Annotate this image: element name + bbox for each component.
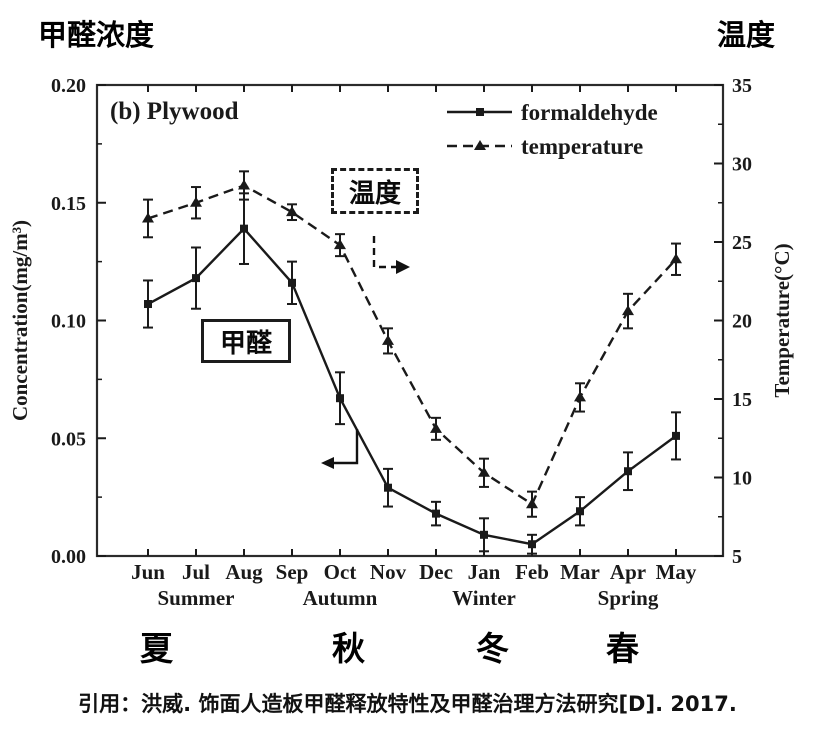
month-label: Oct — [324, 560, 357, 584]
month-label: Mar — [560, 560, 600, 584]
triangle-marker — [382, 334, 394, 345]
month-label: Nov — [370, 560, 407, 584]
temperature-arrow — [372, 236, 396, 269]
square-marker — [192, 274, 200, 283]
season-label-winter-cn: 冬 — [476, 629, 509, 668]
plot-title: (b) Plywood — [110, 98, 239, 125]
month-label: Jan — [468, 560, 501, 584]
right-axis-chinese-label: 温度 — [716, 18, 775, 52]
formaldehyde-arrow — [334, 429, 359, 465]
square-marker — [384, 483, 392, 492]
legend: formaldehyde temperature — [447, 100, 658, 159]
right-tick-label: 25 — [732, 232, 752, 254]
month-label: May — [656, 560, 697, 584]
triangle-marker — [142, 212, 154, 223]
formaldehyde-arrowhead — [321, 457, 334, 469]
right-tick-label: 15 — [732, 389, 752, 411]
right-axis-title: Temperature(°C) — [770, 243, 794, 397]
triangle-marker — [334, 239, 346, 250]
triangle-marker — [670, 253, 682, 264]
formaldehyde-line — [147, 226, 677, 546]
square-marker — [240, 224, 248, 233]
square-marker — [144, 300, 152, 309]
triangle-marker — [478, 466, 490, 477]
square-marker — [432, 509, 440, 518]
square-marker — [672, 431, 680, 440]
triangle-marker — [526, 498, 538, 509]
triangle-marker — [286, 206, 298, 217]
square-marker — [528, 540, 536, 549]
square-marker — [624, 467, 632, 476]
triangle-marker — [622, 305, 634, 316]
right-tick-label: 10 — [732, 468, 752, 490]
season-label-spring-cn: 春 — [606, 629, 639, 668]
axes: 0.00 0.05 0.10 0.15 0.20 5 10 15 20 25 30 35 — [51, 75, 752, 568]
chart-svg: 0.00 0.05 0.10 0.15 0.20 5 10 15 20 25 30 35 Concent… — [8, 75, 794, 610]
square-marker — [288, 278, 296, 287]
month-label: Sep — [276, 560, 309, 584]
left-tick-label: 0.20 — [51, 75, 86, 97]
month-label: Jun — [131, 560, 165, 584]
left-tick-label: 0.00 — [51, 546, 86, 568]
season-label-summer-cn: 夏 — [140, 629, 173, 668]
season-label-en: Winter — [452, 586, 516, 610]
right-tick-label: 35 — [732, 75, 752, 97]
temperature-series — [142, 170, 682, 518]
left-tick-label: 0.05 — [51, 428, 86, 450]
triangle-marker — [574, 391, 586, 402]
left-axis-chinese-label: 甲醛浓度 — [38, 18, 155, 52]
month-label: Aug — [225, 560, 263, 584]
square-marker — [480, 530, 488, 539]
right-tick-label: 30 — [732, 154, 752, 176]
right-tick-label: 5 — [732, 546, 742, 568]
triangle-marker — [190, 196, 202, 207]
triangle-marker — [238, 179, 250, 190]
formaldehyde-annotation-box: 甲醛 — [201, 319, 291, 363]
square-marker — [336, 394, 344, 403]
season-label-en: Summer — [158, 586, 235, 610]
citation-text: 引用：洪威. 饰面人造板甲醛释放特性及甲醛治理方法研究[D]. 2017. — [78, 692, 737, 716]
triangle-marker — [430, 422, 442, 433]
month-label: Feb — [515, 560, 549, 584]
month-label: Dec — [419, 560, 453, 584]
legend-triangle-marker — [474, 140, 486, 150]
month-label: Jul — [182, 560, 210, 584]
season-label-en: Autumn — [303, 586, 378, 610]
month-label: Apr — [610, 560, 646, 584]
temperature-annotation-box: 温度 — [331, 168, 419, 214]
legend-square-marker — [476, 108, 484, 116]
annotation-arrows — [321, 236, 410, 469]
left-axis-title: Concentration(mg/m³) — [8, 220, 32, 421]
season-label-autumn-cn: 秋 — [332, 629, 365, 668]
temperature-line — [147, 184, 677, 506]
legend-label: formaldehyde — [521, 100, 658, 125]
temperature-arrowhead — [396, 260, 410, 274]
left-tick-label: 0.10 — [51, 311, 86, 333]
square-marker — [576, 507, 584, 516]
x-axis-labels: Jun Jul Aug Sep Oct Nov Dec Jan Feb Mar Apr May Summ… — [131, 560, 697, 610]
season-label-en: Spring — [598, 586, 659, 610]
legend-label: temperature — [521, 134, 643, 159]
right-tick-label: 20 — [732, 311, 752, 333]
formaldehyde-series — [143, 192, 681, 555]
left-tick-label: 0.15 — [51, 193, 86, 215]
